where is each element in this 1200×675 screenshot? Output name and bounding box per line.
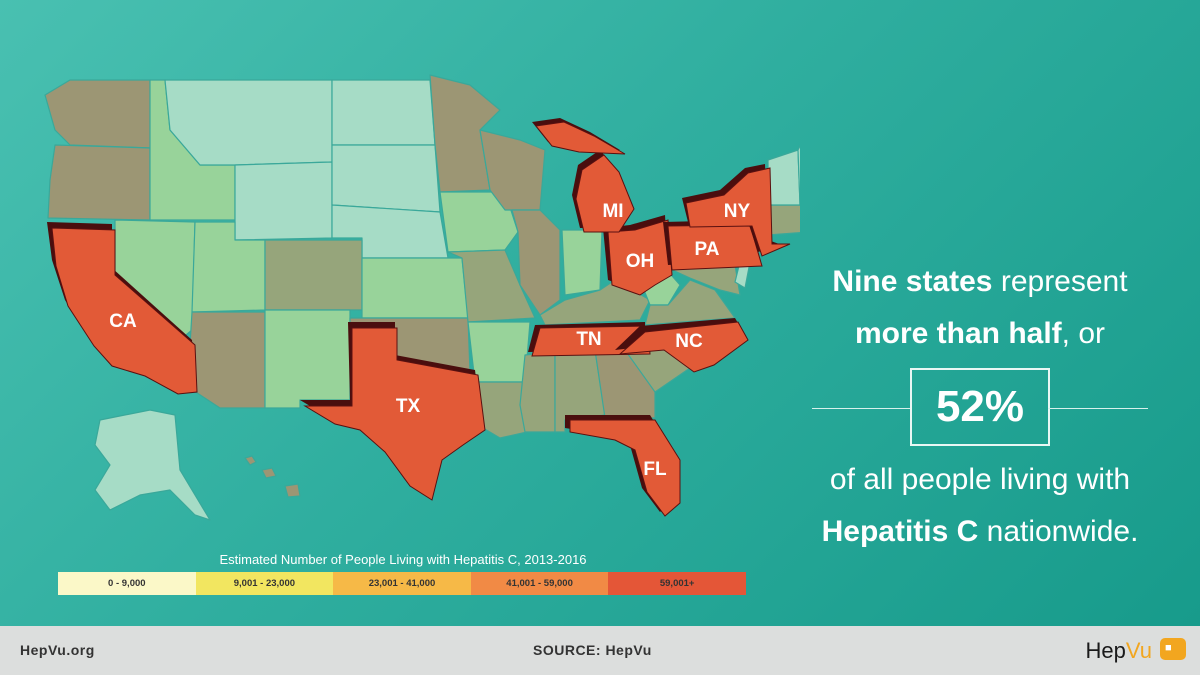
state-mi <box>535 121 635 233</box>
percent-block: 52% <box>790 368 1170 448</box>
legend-bin-label: 59,001+ <box>659 578 695 589</box>
brand-logo[interactable]: HepVu <box>1086 638 1152 664</box>
footer-source: SOURCE: HepVu <box>533 642 652 658</box>
state-or <box>47 144 151 221</box>
stat-callout: Nine states represent more than half, or… <box>790 262 1170 552</box>
state-nc <box>618 321 749 373</box>
legend-bin: 23,001 - 41,000 <box>333 572 471 595</box>
legend-bin: 9,001 - 23,000 <box>195 572 334 595</box>
state-fl <box>569 419 681 517</box>
stat-line-4-rest: nationwide. <box>978 515 1139 548</box>
state-labels: CA TX FL TN NC OH PA NY MI <box>109 201 750 480</box>
label-oh: OH <box>626 251 655 272</box>
legend-bin-label: 41,001 - 59,000 <box>506 578 573 589</box>
stat-line-3: of all people living with <box>829 463 1131 496</box>
state-ks <box>361 257 469 319</box>
state-ar <box>467 321 531 383</box>
label-ca: CA <box>109 311 137 332</box>
legend-bin-label: 23,001 - 41,000 <box>368 578 436 589</box>
legend-title: Estimated Number of People Living with H… <box>219 552 587 567</box>
state-ms <box>519 351 556 433</box>
us-map-icon: ■ <box>1160 638 1186 660</box>
legend-bin-label: 9,001 - 23,000 <box>233 578 296 589</box>
brand-hep: Hep <box>1085 638 1126 663</box>
state-az <box>184 311 266 409</box>
other-states <box>44 74 800 521</box>
state-il <box>511 209 561 316</box>
divider-left <box>812 408 912 409</box>
us-map: CA TX FL TN NC OH PA NY MI <box>44 74 800 521</box>
state-tx <box>303 327 486 501</box>
state-wy <box>234 161 333 241</box>
legend-bin: 0 - 9,000 <box>58 572 196 595</box>
state-nm <box>264 309 351 409</box>
percent-box: 52% <box>910 368 1050 446</box>
state-co <box>264 239 363 311</box>
label-ny: NY <box>724 201 751 222</box>
stat-line-1-rest: represent <box>992 265 1128 298</box>
state-nd <box>331 79 436 146</box>
state-mo <box>447 249 536 323</box>
state-hi <box>244 455 301 498</box>
state-mt <box>164 79 333 166</box>
legend-bin: 59,001+ <box>608 572 746 595</box>
state-ca <box>51 227 198 395</box>
legend-bin: 41,001 - 59,000 <box>470 572 609 595</box>
legend: 0 - 9,000 9,001 - 23,000 23,001 - 41,000… <box>58 572 746 595</box>
legend-bin-label: 0 - 9,000 <box>108 578 146 589</box>
label-pa: PA <box>695 239 720 260</box>
state-ny <box>685 167 791 257</box>
label-mi: MI <box>602 201 623 222</box>
label-fl: FL <box>643 459 667 480</box>
label-tn: TN <box>576 329 601 350</box>
state-vt-nh <box>767 149 800 206</box>
divider-right <box>1048 408 1148 409</box>
footer-site-link[interactable]: HepVu.org <box>20 642 95 658</box>
stat-line-4-bold: Hepatitis C <box>821 515 979 548</box>
state-ak <box>94 409 211 521</box>
state-oh <box>607 219 673 296</box>
state-me <box>797 144 800 206</box>
highlighted-states <box>47 118 791 517</box>
stat-line-2-bold: more than half <box>854 317 1062 350</box>
label-nc: NC <box>675 331 703 352</box>
stat-line-2: more than half, or <box>790 314 1170 354</box>
stat-line-1: Nine states represent <box>790 262 1170 302</box>
stat-line-1-bold: Nine states <box>832 265 993 298</box>
brand-vu: Vu <box>1125 638 1152 663</box>
stat-line-2-rest: , or <box>1061 317 1106 350</box>
stat-line-4: Hepatitis C nationwide. <box>790 512 1170 552</box>
state-wa <box>44 79 153 149</box>
state-in <box>561 229 603 296</box>
state-sd <box>331 144 441 213</box>
footer: HepVu.org SOURCE: HepVu HepVu ■ <box>0 626 1200 675</box>
label-tx: TX <box>396 396 421 417</box>
